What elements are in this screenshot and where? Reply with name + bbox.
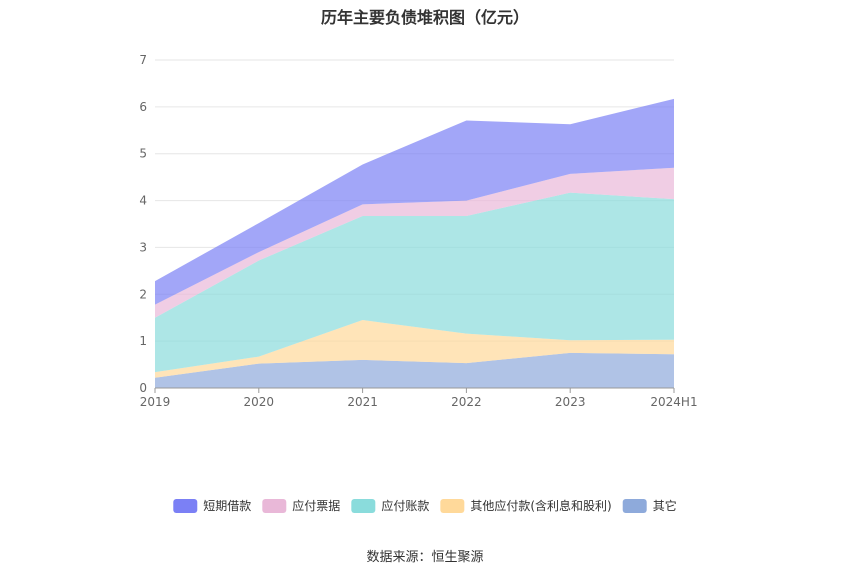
- x-tick-label: 2024H1: [650, 395, 697, 409]
- y-tick-label: 5: [139, 147, 147, 161]
- area-series: [155, 352, 674, 388]
- legend-swatch: [351, 499, 376, 513]
- legend-swatch: [262, 499, 287, 513]
- area-series: [155, 98, 674, 305]
- legend-swatch: [622, 499, 647, 513]
- legend-label: 应付票据: [292, 498, 340, 513]
- x-tick-label: 2022: [451, 395, 482, 409]
- y-tick-label: 7: [139, 53, 147, 67]
- y-tick-label: 0: [139, 381, 147, 395]
- x-tick-label: 2023: [555, 395, 586, 409]
- y-tick-label: 6: [139, 100, 147, 114]
- x-tick-label: 2020: [244, 395, 275, 409]
- legend-label: 其他应付款(含利息和股利): [470, 498, 611, 513]
- legend-label: 其它: [653, 498, 677, 513]
- area-series: [155, 320, 674, 378]
- x-tick-label: 2019: [140, 395, 171, 409]
- x-tick-label: 2021: [347, 395, 378, 409]
- y-tick-label: 1: [139, 334, 147, 348]
- legend-label: 短期借款: [203, 499, 251, 513]
- y-tick-label: 3: [139, 240, 147, 254]
- data-source: 数据来源：恒生聚源: [366, 550, 484, 565]
- legend-swatch: [440, 499, 465, 513]
- chart-title: 历年主要负债堆积图（亿元）: [320, 8, 529, 27]
- y-tick-label: 2: [139, 287, 147, 301]
- area-series: [155, 192, 674, 373]
- legend-swatch: [173, 499, 198, 513]
- y-tick-label: 4: [139, 194, 147, 208]
- area-series: [155, 167, 674, 318]
- legend-label: 应付账款: [381, 498, 429, 513]
